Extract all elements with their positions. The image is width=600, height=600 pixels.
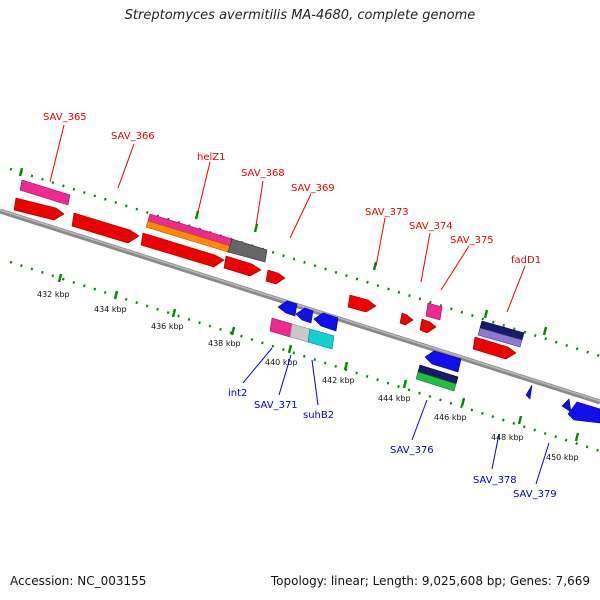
top-leaders bbox=[49, 124, 526, 313]
gene-feature[interactable] bbox=[561, 398, 572, 413]
top-labels: SAV_365 SAV_366 helZ1 SAV_368 SAV_369 SA… bbox=[43, 112, 541, 266]
gene-label[interactable]: SAV_375 bbox=[450, 235, 494, 246]
ruler-label: 448 kbp bbox=[491, 433, 524, 442]
gene-feature[interactable] bbox=[567, 401, 600, 424]
gene-feature[interactable] bbox=[223, 255, 262, 277]
ruler-label: 442 kbp bbox=[322, 376, 355, 385]
gene-label[interactable]: fadD1 bbox=[511, 255, 541, 266]
ruler-label: 434 kbp bbox=[94, 305, 127, 314]
gene-feature[interactable] bbox=[313, 312, 339, 332]
gene-label[interactable]: SAV_378 bbox=[473, 475, 517, 486]
gene-feature[interactable] bbox=[347, 294, 377, 313]
forward-genes-upper bbox=[19, 179, 525, 348]
bottom-leaders bbox=[242, 347, 550, 485]
ruler-label: 444 kbp bbox=[378, 394, 411, 403]
gene-feature[interactable] bbox=[424, 350, 462, 373]
gene-label[interactable]: SAV_369 bbox=[291, 183, 335, 194]
gene-label[interactable]: SAV_371 bbox=[254, 400, 298, 411]
accession-text: Accession: NC_003155 bbox=[10, 574, 147, 588]
reverse-genes bbox=[277, 300, 600, 424]
gene-feature[interactable] bbox=[19, 179, 71, 206]
forward-genes bbox=[13, 197, 517, 360]
gene-feature[interactable] bbox=[71, 212, 140, 244]
gene-label[interactable]: suhB2 bbox=[303, 410, 334, 421]
page-title: Streptomyces avermitilis MA-4680, comple… bbox=[124, 8, 476, 23]
gene-label[interactable]: SAV_374 bbox=[409, 221, 453, 232]
gene-label[interactable]: SAV_365 bbox=[43, 112, 87, 123]
major-ticks-top bbox=[18, 167, 548, 336]
gene-label[interactable]: int2 bbox=[228, 388, 247, 399]
gene-feature[interactable] bbox=[227, 238, 268, 263]
gene-label[interactable]: SAV_373 bbox=[365, 207, 409, 218]
gene-label[interactable]: helZ1 bbox=[197, 152, 225, 163]
gene-feature[interactable] bbox=[269, 317, 293, 338]
ruler-label: 440 kbp bbox=[265, 358, 298, 367]
ruler-label: 432 kbp bbox=[37, 290, 70, 299]
genome-summary-text: Topology: linear; Length: 9,025,608 bp; … bbox=[270, 574, 590, 588]
gene-feature[interactable] bbox=[399, 312, 414, 326]
gene-feature[interactable] bbox=[295, 307, 314, 324]
gene-feature[interactable] bbox=[140, 232, 225, 268]
genome-backbone bbox=[0, 208, 600, 405]
gene-label[interactable]: SAV_376 bbox=[390, 445, 434, 456]
ruler-label: 438 kbp bbox=[208, 339, 241, 348]
ruler-label: 446 kbp bbox=[434, 413, 467, 422]
gene-label[interactable]: SAV_379 bbox=[513, 489, 557, 500]
gene-feature[interactable] bbox=[472, 336, 517, 360]
gene-feature[interactable] bbox=[13, 197, 65, 221]
gene-feature[interactable] bbox=[265, 269, 286, 285]
gene-feature[interactable] bbox=[415, 371, 457, 392]
major-ticks-bottom bbox=[57, 273, 580, 442]
gene-feature[interactable] bbox=[525, 384, 533, 400]
reverse-genes-lower bbox=[269, 317, 459, 392]
gene-feature[interactable] bbox=[477, 327, 523, 348]
gene-feature[interactable] bbox=[425, 302, 443, 321]
gene-label[interactable]: SAV_368 bbox=[241, 168, 285, 179]
gene-feature[interactable] bbox=[277, 300, 298, 317]
tick-row-top bbox=[9, 167, 600, 358]
gene-feature[interactable] bbox=[289, 323, 311, 343]
gene-feature[interactable] bbox=[419, 318, 437, 334]
ruler-label: 450 kbp bbox=[546, 453, 579, 462]
tick-row-bottom bbox=[9, 260, 600, 453]
gene-label[interactable]: SAV_366 bbox=[111, 131, 155, 142]
ruler-label: 436 kbp bbox=[151, 322, 184, 331]
bottom-labels: int2 SAV_371 suhB2 SAV_376 SAV_378 SAV_3… bbox=[228, 388, 557, 500]
gene-feature[interactable] bbox=[307, 328, 335, 350]
